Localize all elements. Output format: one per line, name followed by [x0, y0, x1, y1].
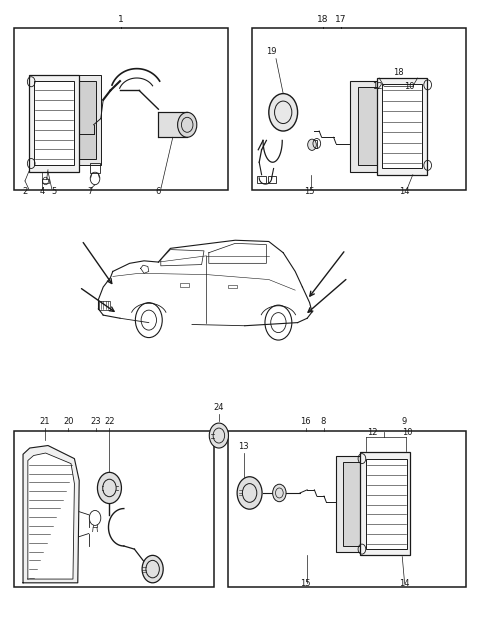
Bar [257, 176, 266, 183]
Text: 13: 13 [239, 442, 249, 451]
Text: 2: 2 [23, 187, 27, 196]
Bar [343, 462, 382, 546]
Bar [228, 285, 237, 288]
Bar [243, 486, 257, 499]
Bar [377, 78, 427, 175]
Text: 17: 17 [335, 15, 347, 24]
Bar [158, 112, 187, 137]
Text: 10: 10 [404, 82, 415, 91]
Text: 4: 4 [40, 187, 45, 196]
Circle shape [178, 112, 197, 137]
Bar [228, 431, 466, 587]
Bar [99, 301, 110, 310]
Text: 15: 15 [304, 187, 315, 196]
Bar [360, 452, 410, 555]
Circle shape [97, 472, 121, 504]
Bar [268, 176, 276, 183]
Bar [34, 81, 74, 165]
Bar [29, 75, 79, 172]
Text: 18: 18 [317, 15, 328, 24]
Bar [180, 283, 189, 287]
Circle shape [269, 94, 298, 131]
Text: 6: 6 [156, 187, 161, 196]
Bar [336, 456, 384, 552]
Bar [277, 107, 289, 117]
Text: 7: 7 [87, 187, 93, 196]
Bar [42, 179, 49, 183]
Text: 5: 5 [52, 187, 57, 196]
Text: 24: 24 [214, 403, 224, 412]
Circle shape [209, 423, 228, 448]
Text: 15: 15 [300, 579, 311, 588]
Bar [53, 81, 96, 159]
Bar [147, 563, 159, 574]
Text: 20: 20 [63, 417, 73, 426]
Text: 8: 8 [321, 417, 326, 426]
Text: 18: 18 [393, 68, 404, 77]
Polygon shape [23, 446, 79, 583]
Bar [48, 75, 101, 165]
Bar [366, 459, 407, 549]
Bar [14, 28, 228, 190]
Text: 19: 19 [266, 47, 276, 56]
Text: 16: 16 [300, 417, 311, 426]
Text: 12: 12 [372, 82, 383, 91]
Circle shape [273, 484, 286, 502]
Text: 12: 12 [367, 428, 377, 437]
Bar [214, 430, 224, 440]
Text: 22: 22 [104, 417, 115, 426]
Bar [358, 87, 398, 165]
Text: 21: 21 [39, 417, 50, 426]
Bar [309, 140, 317, 148]
Bar [382, 84, 422, 168]
Text: 10: 10 [402, 428, 412, 437]
Text: 9: 9 [402, 417, 407, 426]
Polygon shape [28, 453, 74, 579]
Bar [14, 431, 214, 587]
Circle shape [89, 510, 101, 525]
Text: 23: 23 [91, 417, 101, 426]
Text: 14: 14 [399, 579, 410, 588]
Circle shape [237, 477, 262, 509]
Text: 14: 14 [399, 187, 410, 196]
Bar [276, 489, 284, 497]
Bar [93, 522, 97, 527]
Circle shape [142, 555, 163, 583]
Bar [90, 163, 100, 173]
Bar [252, 28, 466, 190]
Bar [350, 81, 401, 172]
Text: 1: 1 [118, 15, 124, 24]
Bar [103, 482, 116, 493]
Circle shape [308, 139, 316, 150]
